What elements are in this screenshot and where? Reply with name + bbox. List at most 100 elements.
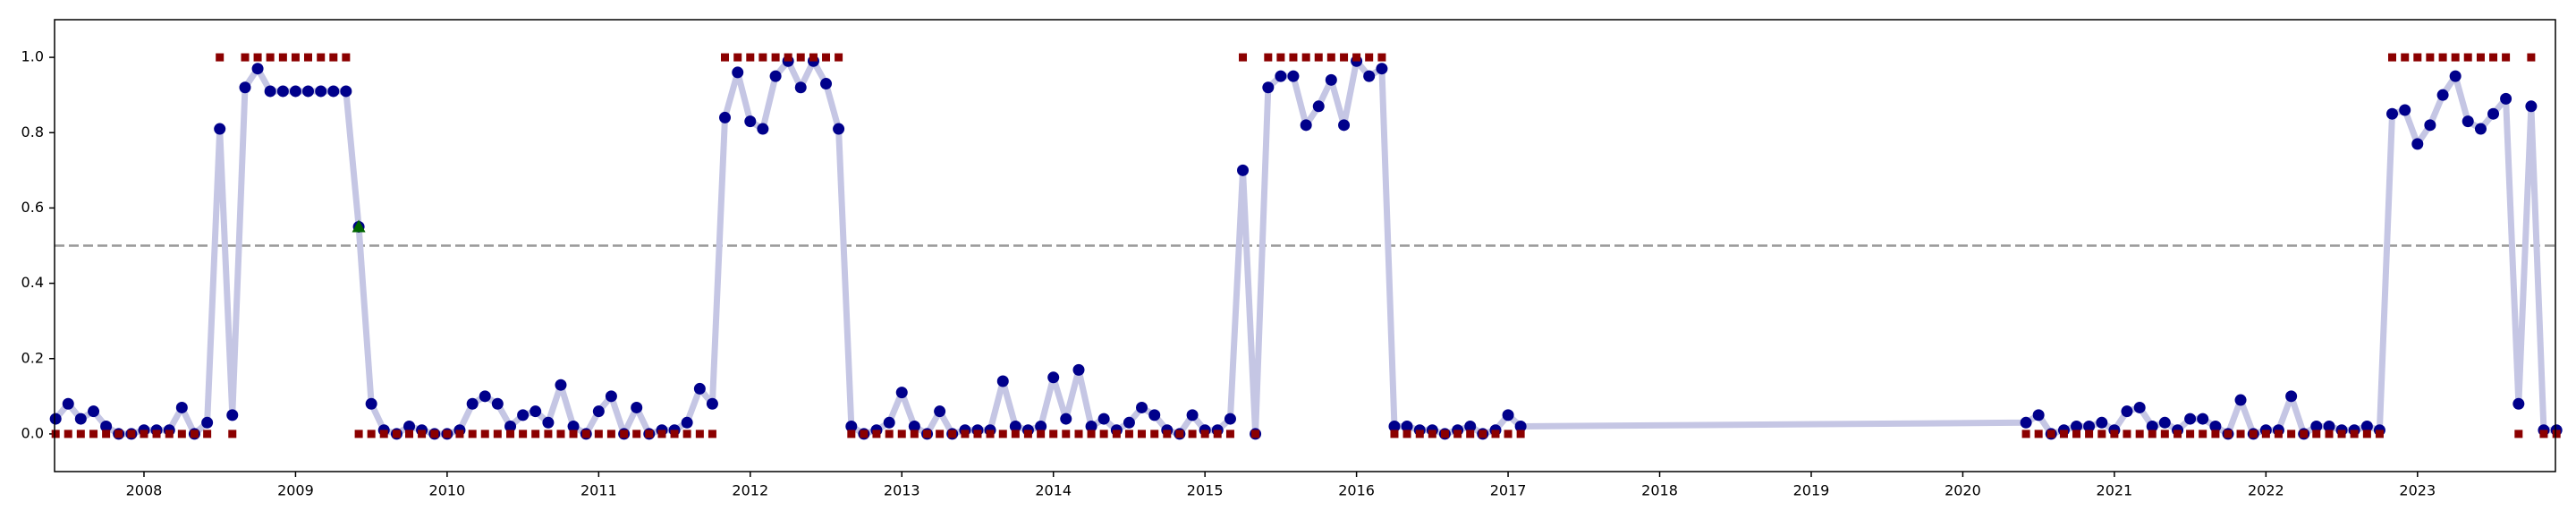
label-square [228,430,237,438]
label-square [367,430,376,438]
y-tick-label: 0.0 [21,424,44,441]
label-square [556,430,565,438]
point [2310,421,2323,432]
label-square [2451,53,2460,62]
point [2197,413,2209,425]
point [744,115,757,128]
label-square [430,430,439,438]
label-square [885,430,894,438]
point [1072,363,1085,376]
label-square [2085,430,2094,438]
label-square [670,430,679,438]
label-square [76,430,85,438]
point [833,123,845,135]
label-square [961,430,970,438]
label-square [278,53,287,62]
x-tick-label: 2017 [1490,482,1527,499]
point [567,421,580,432]
point [315,85,327,98]
label-square [2097,430,2106,438]
label-square [1112,430,1121,438]
label-square [2362,430,2371,438]
label-square [1504,430,1513,438]
label-square [1402,430,1411,438]
point [1186,409,1199,421]
label-square [2021,430,2030,438]
label-square [2249,430,2258,438]
label-square [784,53,792,62]
label-square [1516,430,1525,438]
label-square [2489,53,2498,62]
label-square [1037,430,1046,438]
point [2449,70,2462,82]
label-square [2148,430,2157,438]
x-tick-label: 2019 [1793,482,1830,499]
label-square [2046,430,2055,438]
label-square [455,430,464,438]
point [1097,413,1110,425]
label-square [2034,430,2043,438]
label-square [771,53,780,62]
label-square [531,430,540,438]
label-square [2527,53,2536,62]
label-square [493,430,502,438]
point [2436,89,2449,101]
label-square [329,53,338,62]
label-square [2387,53,2396,62]
x-tick-label: 2008 [126,482,163,499]
y-tick-label: 0.6 [21,199,44,216]
probability-line [53,57,2557,438]
label-square [544,430,553,438]
label-square [835,53,843,62]
label-square [177,430,186,438]
point [794,81,807,94]
label-square [317,53,326,62]
point [2487,107,2500,120]
point [340,85,352,98]
x-tick-label: 2021 [2097,482,2133,499]
y-tick-label: 1.0 [21,48,44,65]
x-tick-label: 2020 [1945,482,1981,499]
x-tick-label: 2010 [429,482,466,499]
label-square [253,53,262,62]
label-square [2059,430,2068,438]
label-square [102,430,111,438]
label-square [303,53,312,62]
triangle-marker [352,219,366,233]
label-square [923,430,932,438]
point [2512,397,2525,410]
point [1237,164,1250,176]
label-square [165,430,174,438]
x-tick-label: 2015 [1187,482,1224,499]
label-square [2224,430,2233,438]
label-square [1440,430,1449,438]
label-square [2476,53,2485,62]
point [631,401,643,413]
label-square [2274,430,2283,438]
label-square [2135,430,2144,438]
label-square [897,430,906,438]
label-square [1099,430,1108,438]
point [820,78,833,90]
point [883,416,895,429]
label-square [354,430,363,438]
label-square [2236,430,2245,438]
point [732,66,744,79]
point [2158,416,2171,429]
point [2424,119,2436,132]
label-square [2539,430,2548,438]
x-tick-label: 2023 [2399,482,2436,499]
point [592,405,605,418]
point [2525,100,2538,113]
point [996,375,1009,387]
label-square [1340,53,1349,62]
label-square [2072,430,2081,438]
label-square [1049,430,1058,438]
point [2474,123,2487,135]
x-tick-label: 2012 [732,482,768,499]
label-square [2160,430,2169,438]
point [2071,421,2083,432]
point [466,397,479,410]
point [49,413,62,425]
